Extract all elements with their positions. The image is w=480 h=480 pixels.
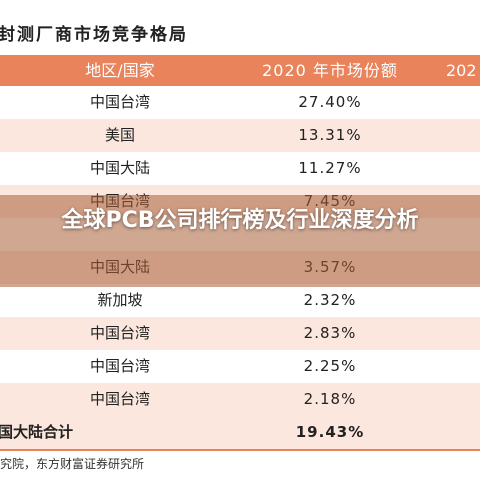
cell-share: 2.18% xyxy=(303,390,357,408)
cell-region: 新加坡 xyxy=(97,291,143,309)
total-label: 国大陆合计 xyxy=(0,423,74,441)
table-header xyxy=(0,55,480,86)
cell-region: 中国台湾 xyxy=(89,357,150,375)
cell-share: 2.25% xyxy=(303,357,357,375)
source-note: 究院，东方财富证券研究所 xyxy=(0,457,145,471)
cell-share: 2.83% xyxy=(303,324,357,342)
total-row xyxy=(0,416,480,451)
cell-share: 27.40% xyxy=(298,93,362,111)
cell-share: 2.32% xyxy=(303,291,357,309)
column-header: 地区/国家 xyxy=(85,61,155,80)
column-header: 2020 年市场份额 xyxy=(262,61,398,80)
column-header: 202 xyxy=(446,61,477,80)
cell-share: 11.27% xyxy=(298,159,362,177)
cell-region: 中国大陆 xyxy=(89,159,150,177)
cell-region: 中国台湾 xyxy=(89,324,150,342)
total-share: 19.43% xyxy=(295,423,365,441)
overlay-title: 全球PCB公司排行榜及行业深度分析 xyxy=(61,208,419,233)
cell-region: 美国 xyxy=(104,126,135,144)
cell-region: 中国台湾 xyxy=(89,390,150,408)
cell-region: 中国台湾 xyxy=(89,93,150,111)
doc-title: 封测厂商市场竞争格局 xyxy=(0,25,188,45)
overlay-band xyxy=(0,195,480,287)
table-row xyxy=(0,119,480,153)
cell-share: 13.31% xyxy=(298,126,362,144)
